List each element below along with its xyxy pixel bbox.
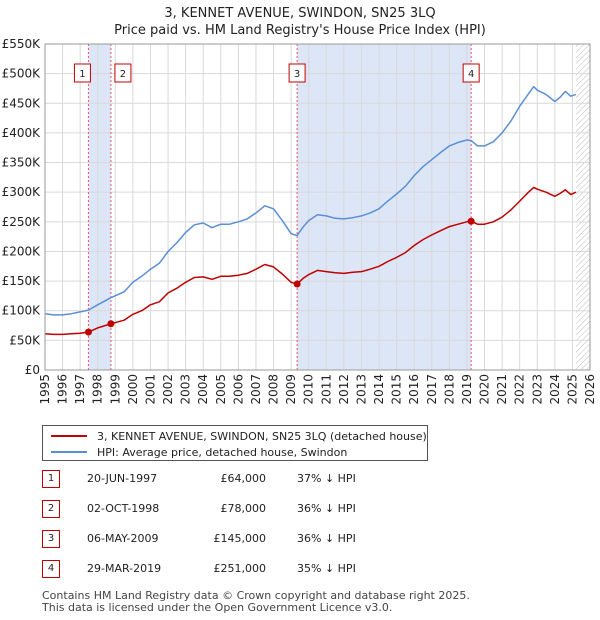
x-tick-label: 2014 — [372, 374, 386, 405]
chart-subtitle: Price paid vs. HM Land Registry's House … — [114, 23, 486, 38]
x-tick-label: 2017 — [425, 374, 439, 405]
y-tick-label: £500K — [2, 67, 42, 81]
sale-hpi-diff: 35% ↓ HPI — [297, 562, 356, 575]
x-tick-label: 2020 — [478, 374, 492, 405]
sale-number-badge: 2 — [42, 500, 60, 518]
x-tick-label: 2009 — [284, 374, 298, 405]
x-tick-label: 2010 — [302, 374, 316, 405]
x-tick-label: 2004 — [196, 374, 210, 405]
table-row: 1 20-JUN-1997 £64,000 37% ↓ HPI — [42, 470, 582, 500]
legend-swatch-hpi — [51, 451, 87, 453]
x-tick-label: 2024 — [548, 374, 562, 405]
hpi-line — [44, 85, 577, 316]
sale-price: £145,000 — [213, 532, 267, 545]
future-hatch-area — [575, 44, 590, 370]
legend-item-hpi: HPI: Average price, detached house, Swin… — [51, 445, 347, 459]
x-tick-label: 2001 — [143, 374, 157, 405]
sale-point-marker — [107, 320, 115, 328]
x-tick-label: 1997 — [73, 374, 87, 405]
y-tick-label: £400K — [2, 126, 42, 140]
legend-swatch-property — [51, 435, 87, 437]
x-tick-label: 2002 — [161, 374, 175, 405]
x-tick-label: 2019 — [460, 374, 474, 405]
sale-number-badge: 3 — [42, 530, 60, 548]
shaded-ownership-period — [88, 44, 111, 370]
sale-price: £64,000 — [220, 472, 267, 485]
property-price-line — [44, 186, 577, 336]
sale-hpi-diff: 36% ↓ HPI — [297, 502, 356, 515]
sale-number-label: 4 — [468, 69, 474, 80]
sale-point-marker — [84, 328, 92, 336]
x-tick-label: 2008 — [267, 374, 281, 405]
sale-hpi-diff: 36% ↓ HPI — [297, 532, 356, 545]
y-tick-label: £250K — [2, 215, 42, 229]
sale-price: £251,000 — [213, 562, 267, 575]
y-tick-label: £0 — [25, 363, 40, 377]
x-tick-label: 2011 — [319, 374, 333, 405]
sale-number-box — [73, 63, 91, 83]
legend-label-hpi: HPI: Average price, detached house, Swin… — [97, 445, 348, 459]
x-tick-label: 2013 — [354, 374, 368, 405]
x-tick-label: 2025 — [565, 374, 579, 405]
table-row: 2 02-OCT-1998 £78,000 36% ↓ HPI — [42, 500, 582, 530]
sale-number-box — [462, 63, 480, 83]
price-chart: 1 2 3 4 £0 £50K £100K £150K £200K £250K £300K £350… — [2, 37, 597, 405]
plot-frame — [44, 43, 591, 371]
y-tick-label: £50K — [9, 333, 41, 347]
y-tick-label: £550K — [2, 37, 42, 51]
x-tick-label: 2012 — [337, 374, 351, 405]
sale-number-box — [114, 63, 132, 83]
sale-hpi-diff: 37% ↓ HPI — [297, 472, 356, 485]
sale-point-marker — [293, 280, 301, 288]
table-row: 4 29-MAR-2019 £251,000 35% ↓ HPI — [42, 560, 582, 590]
x-tick-label: 1996 — [56, 374, 70, 405]
y-tick-label: £450K — [2, 96, 42, 110]
sale-price: £78,000 — [220, 502, 267, 515]
x-tick-label: 2022 — [513, 374, 527, 405]
sale-number-badge: 1 — [42, 470, 60, 488]
x-tick-label: 2007 — [249, 374, 263, 405]
y-tick-label: £300K — [2, 185, 42, 199]
x-tick-label: 2016 — [407, 374, 421, 405]
footer-license: This data is licensed under the Open Gov… — [42, 601, 393, 614]
sale-date: 29-MAR-2019 — [87, 562, 162, 575]
chart-title: 3, KENNET AVENUE, SWINDON, SN25 3LQ — [164, 6, 436, 21]
y-tick-label: £350K — [2, 156, 42, 170]
x-tick-label: 2003 — [179, 374, 193, 405]
footer: Contains HM Land Registry data © Crown c… — [42, 590, 470, 614]
x-tick-label: 1999 — [108, 374, 122, 405]
x-tick-label: 1998 — [91, 374, 105, 405]
x-tick-label: 2000 — [126, 374, 140, 405]
sales-table: 1 20-JUN-1997 £64,000 37% ↓ HPI 2 02-OCT… — [42, 470, 582, 590]
y-tick-label: £150K — [2, 274, 42, 288]
table-row: 3 06-MAY-2009 £145,000 36% ↓ HPI — [42, 530, 582, 560]
sale-number-badge: 4 — [42, 560, 60, 578]
y-tick-label: £100K — [2, 304, 42, 318]
sale-date: 20-JUN-1997 — [87, 472, 158, 485]
sale-number-label: 2 — [120, 69, 126, 80]
y-tick-label: £200K — [2, 244, 42, 258]
x-tick-label: 2005 — [214, 374, 228, 405]
sale-point-marker — [467, 217, 475, 225]
sale-date: 06-MAY-2009 — [87, 532, 159, 545]
x-tick-label: 2021 — [495, 374, 509, 405]
legend: 3, KENNET AVENUE, SWINDON, SN25 3LQ (det… — [42, 425, 428, 461]
legend-item-property: 3, KENNET AVENUE, SWINDON, SN25 3LQ (det… — [51, 429, 427, 443]
legend-label-property: 3, KENNET AVENUE, SWINDON, SN25 3LQ (det… — [97, 429, 427, 443]
x-tick-label: 2026 — [583, 374, 597, 405]
x-tick-label: 2015 — [390, 374, 404, 405]
shaded-ownership-period — [297, 44, 472, 370]
sale-number-box — [288, 63, 306, 83]
x-tick-label: 1995 — [38, 374, 52, 405]
x-tick-label: 2006 — [231, 374, 245, 405]
x-tick-label: 2018 — [442, 374, 456, 405]
footer-copyright: Contains HM Land Registry data © Crown c… — [42, 589, 470, 602]
sale-number-label: 1 — [79, 69, 85, 80]
x-tick-label: 2023 — [530, 374, 544, 405]
sale-number-label: 3 — [294, 69, 300, 80]
sale-date: 02-OCT-1998 — [87, 502, 160, 515]
